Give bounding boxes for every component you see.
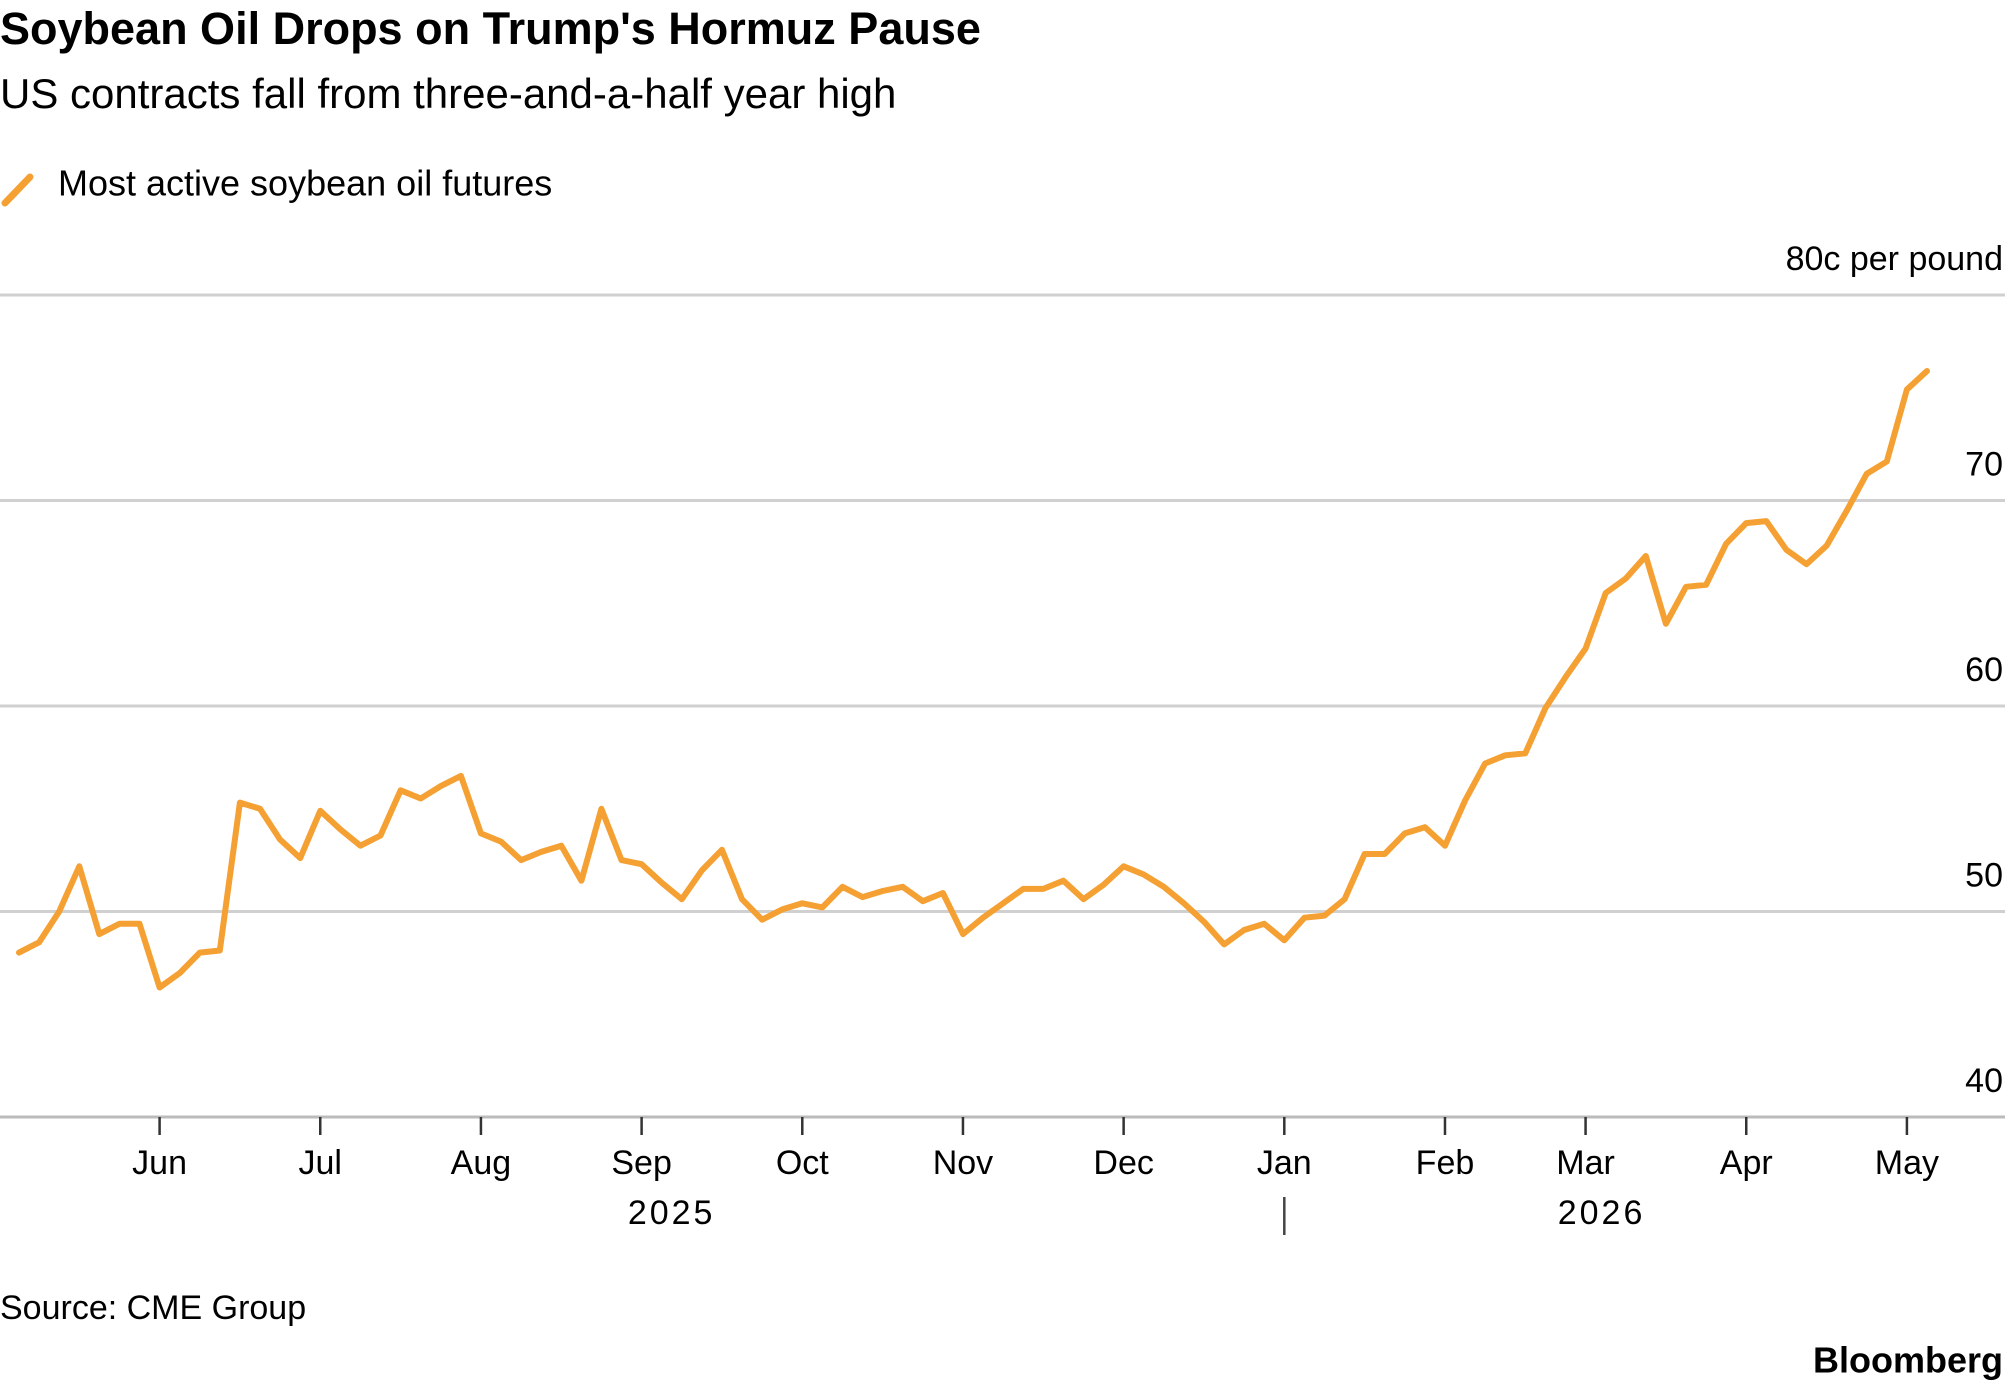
x-tick-label: Oct [776, 1144, 829, 1182]
x-tick-label: Feb [1416, 1144, 1475, 1182]
brand: Bloomberg [1813, 1340, 2003, 1381]
x-tick-label: May [1875, 1144, 1939, 1182]
y-tick-label: 70 [1965, 445, 2003, 483]
y-tick-label: 40 [1965, 1062, 2003, 1100]
legend-label: Most active soybean oil futures [58, 163, 552, 204]
year-label: 2026 [1558, 1194, 1646, 1232]
legend-swatch [1, 173, 34, 207]
x-tick-label: Dec [1093, 1144, 1153, 1182]
chart-title: Soybean Oil Drops on Trump's Hormuz Paus… [0, 3, 981, 54]
data-line [16, 368, 1930, 991]
x-tick-label: Nov [933, 1144, 993, 1182]
x-tick-label: Aug [451, 1144, 512, 1182]
y-tick-label: 60 [1965, 651, 2003, 689]
x-tick-label: Jul [299, 1144, 342, 1182]
y-tick-label: 80c per pound [1786, 240, 2003, 278]
x-tick-label: Jan [1257, 1144, 1312, 1182]
year-label: 2025 [628, 1194, 716, 1232]
x-tick-label: Jun [132, 1144, 187, 1182]
x-tick-label: Mar [1556, 1144, 1615, 1182]
chart-subtitle: US contracts fall from three-and-a-half … [0, 70, 896, 117]
source: Source: CME Group [0, 1289, 306, 1327]
x-tick-label: Apr [1720, 1144, 1773, 1182]
x-tick-label: Sep [611, 1144, 672, 1182]
y-tick-label: 50 [1965, 856, 2003, 894]
